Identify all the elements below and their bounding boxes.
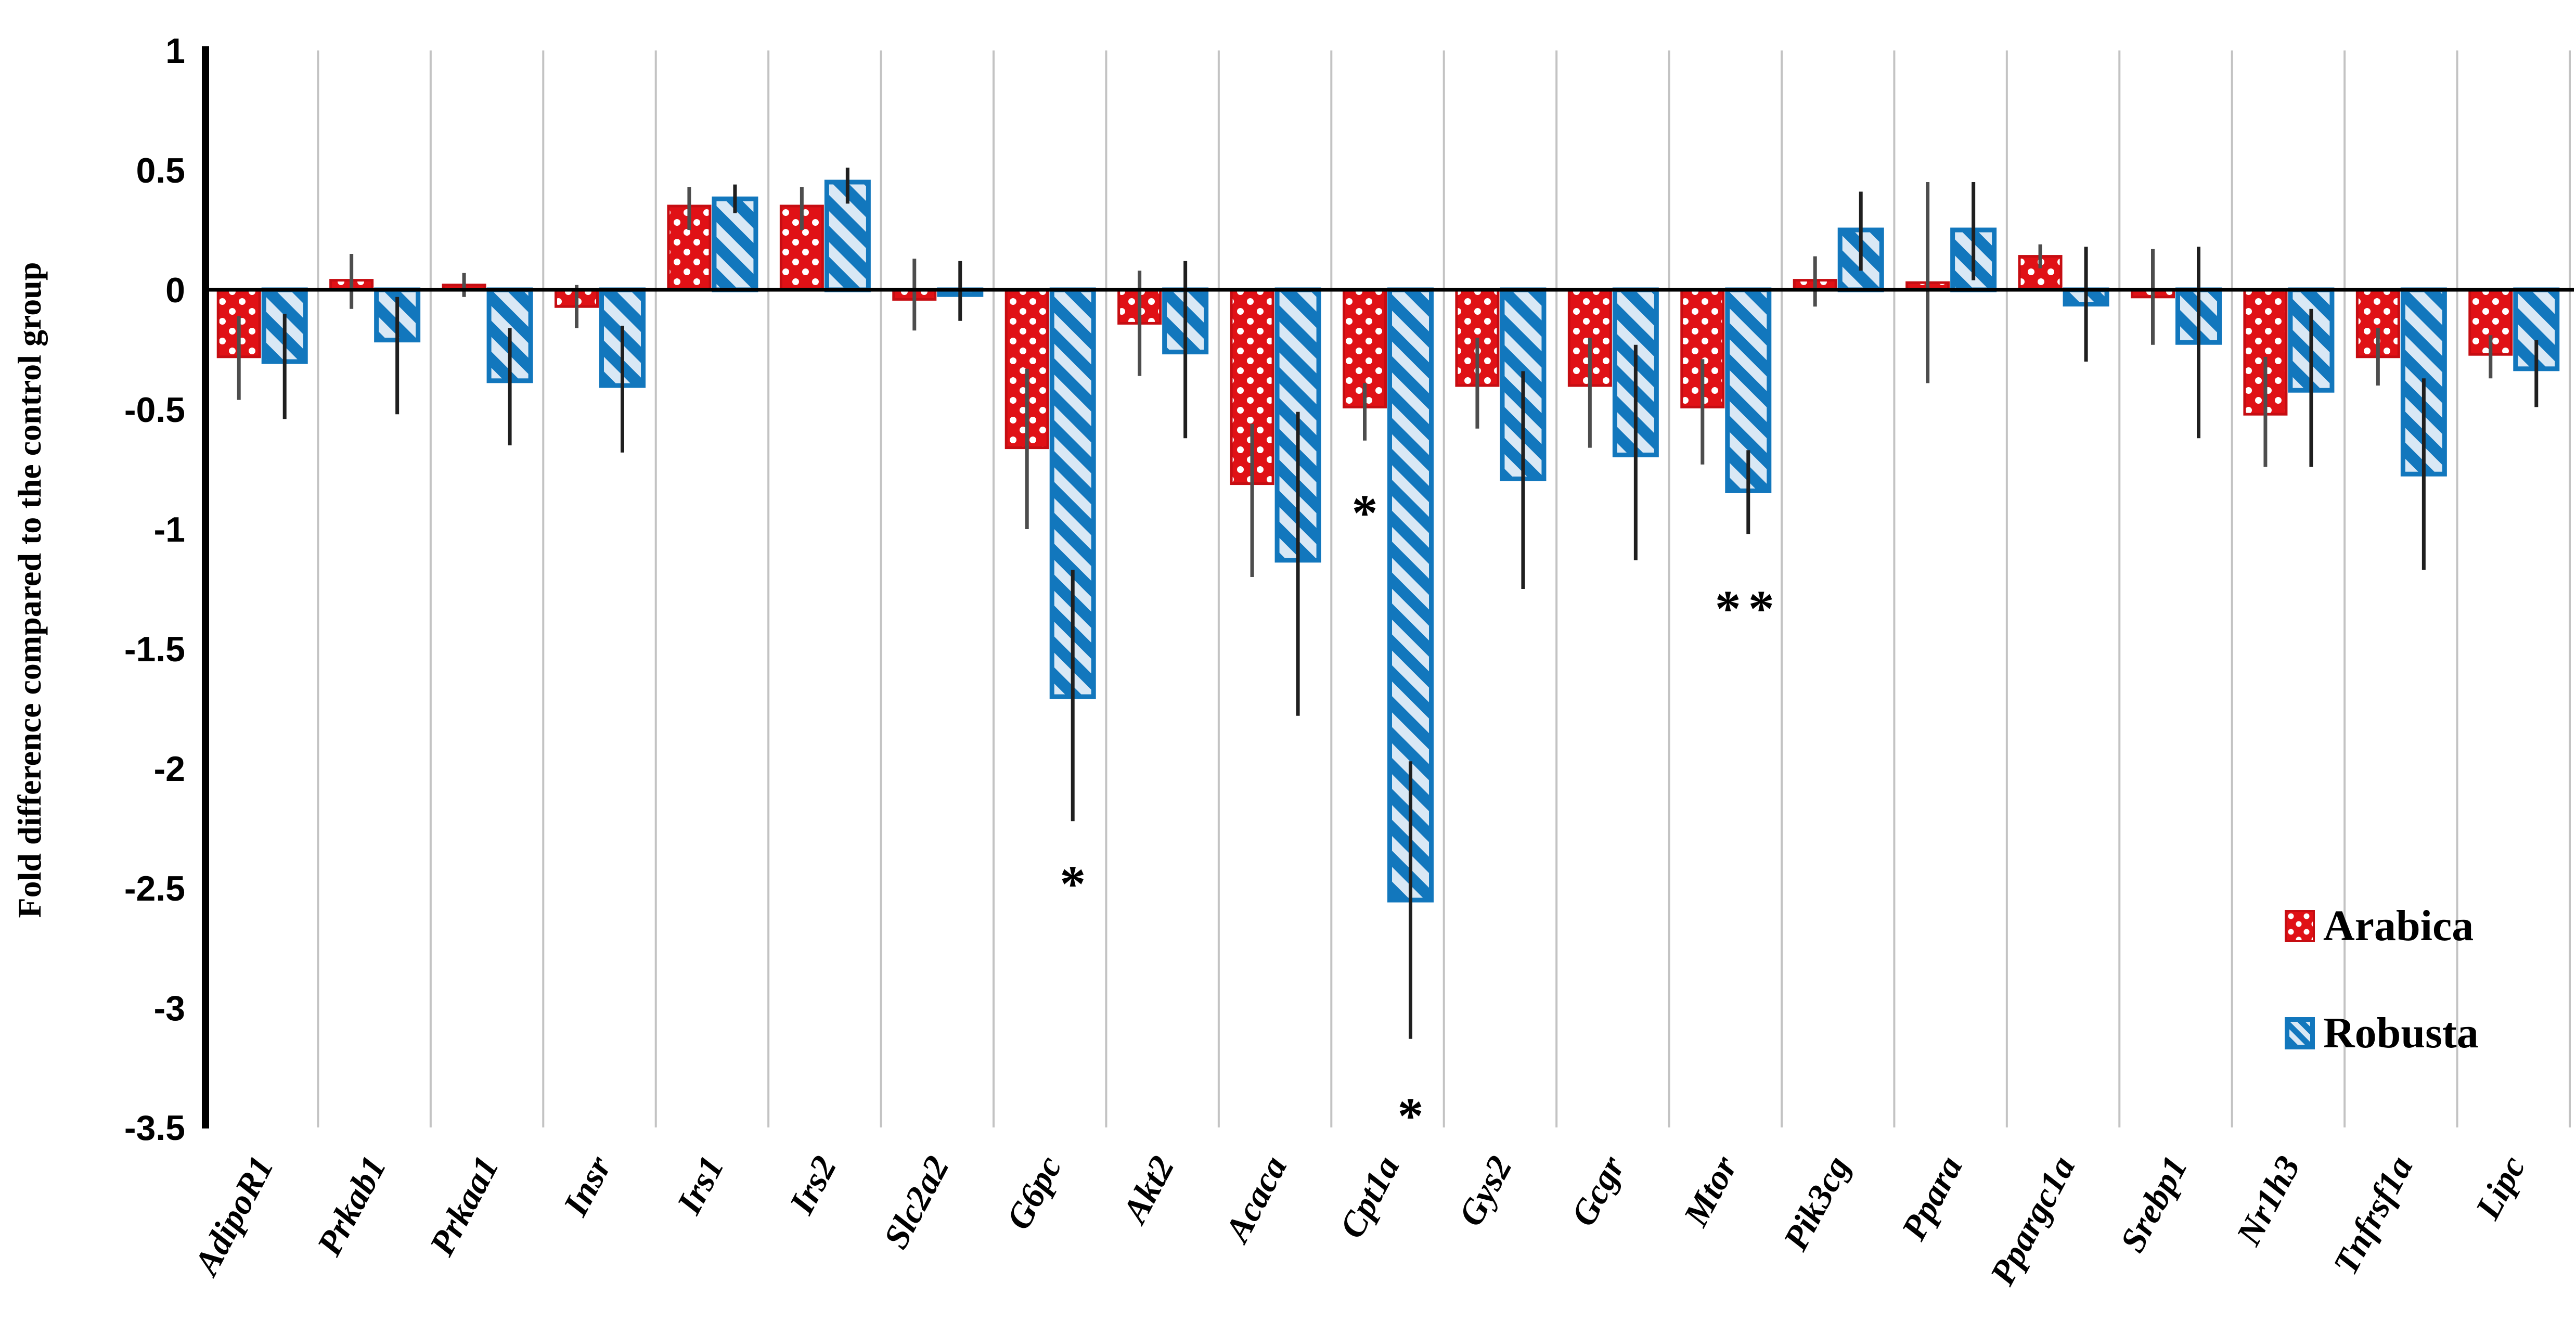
- ytick-label--2: -2: [154, 749, 185, 789]
- xlabel-Mtor: Mtor: [1676, 1149, 1745, 1233]
- significance-G6pc-robusta: *: [1060, 855, 1086, 913]
- xlabel-Acaca: Acaca: [1216, 1149, 1295, 1250]
- legend-label-arabica: Arabica: [2323, 902, 2474, 950]
- xlabel-Cpt1a: Cpt1a: [1332, 1149, 1407, 1244]
- arabica-swatch-icon: [2285, 910, 2315, 942]
- xlabel-Gys2: Gys2: [1450, 1149, 1519, 1232]
- xlabel-Irs1: Irs1: [668, 1149, 731, 1221]
- xlabel-Prkaa1: Prkaa1: [421, 1149, 506, 1262]
- significance-Cpt1a-arabica: *: [1352, 484, 1378, 542]
- xlabel-Ppargc1a: Ppargc1a: [1982, 1149, 2082, 1291]
- xlabel-Irs2: Irs2: [781, 1149, 844, 1221]
- xlabel-Akt2: Akt2: [1114, 1149, 1182, 1230]
- legend: Arabica Robusta: [2285, 904, 2479, 1055]
- xlabel-Srebp1: Srebp1: [2112, 1149, 2195, 1258]
- ytick-label--2.5: -2.5: [124, 869, 185, 908]
- xlabel-Tnfrsf1a: Tnfrsf1a: [2325, 1149, 2420, 1281]
- xlabel-G6pc: G6pc: [998, 1149, 1069, 1236]
- xlabel-Ppara: Ppara: [1894, 1149, 1970, 1247]
- ytick-label--3.5: -3.5: [124, 1108, 185, 1148]
- xlabel-Gcgr: Gcgr: [1563, 1149, 1632, 1233]
- xlabel-Insr: Insr: [555, 1149, 619, 1223]
- legend-item-arabica: Arabica: [2285, 904, 2479, 948]
- significance-Cpt1a-robusta: *: [1398, 1087, 1424, 1145]
- significance-Mtor-robusta: **: [1715, 580, 1782, 637]
- xlabel-Slc2a2: Slc2a2: [875, 1149, 957, 1254]
- robusta-swatch-icon: [2285, 1017, 2315, 1049]
- xlabel-Nr1h3: Nr1h3: [2228, 1149, 2308, 1252]
- xlabel-Pik3cg: Pik3cg: [1775, 1149, 1857, 1257]
- ytick-label--1.5: -1.5: [124, 630, 185, 669]
- xlabel-AdipoR1: AdipoR1: [185, 1149, 281, 1282]
- ytick-label--0.5: -0.5: [124, 390, 185, 430]
- legend-label-robusta: Robusta: [2323, 1009, 2479, 1057]
- y-axis-title: Fold difference compared to the control …: [11, 262, 48, 918]
- ytick-label-1: 1: [165, 31, 185, 71]
- xlabel-Prkab1: Prkab1: [309, 1149, 394, 1262]
- ytick-label--3: -3: [154, 989, 185, 1028]
- ytick-label-0.5: 0.5: [136, 151, 185, 190]
- xlabel-Lipc: Lipc: [2467, 1149, 2533, 1226]
- ytick-label--1: -1: [154, 510, 185, 549]
- ytick-label-0: 0: [165, 271, 185, 310]
- legend-item-robusta: Robusta: [2285, 1011, 2479, 1055]
